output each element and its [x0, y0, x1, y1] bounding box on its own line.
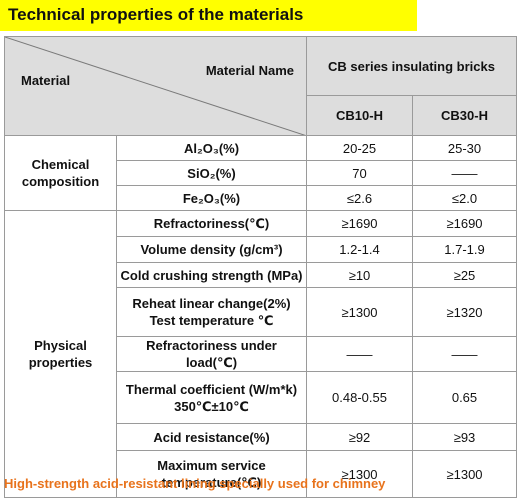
- property-name: Al₂O₃(%): [116, 135, 307, 161]
- table-row: Chemical composition Al₂O₃(%) 20-25 25-3…: [4, 135, 517, 211]
- footer-note: High-strength acid-resistant lining spec…: [4, 476, 386, 491]
- cb30h-value: ≥1320: [412, 287, 517, 337]
- table-row: Cold crushing strength (MPa) ≥10 ≥25: [5, 262, 517, 288]
- cb30h-value: 0.65: [412, 371, 517, 424]
- cb30h-value: ≥25: [412, 262, 517, 288]
- cb10h-value: 0.48-0.55: [306, 371, 413, 424]
- cb30h-value: ——: [412, 160, 517, 186]
- property-name: Refractoriness under load(℃): [116, 336, 307, 372]
- table-row: Acid resistance(%) ≥92 ≥93: [5, 423, 517, 451]
- property-name: Refractoriness(℃): [116, 210, 307, 237]
- material-header: Material: [21, 73, 71, 88]
- property-name: Reheat linear change(2%) Test temperatur…: [116, 287, 307, 337]
- property-name: Acid resistance(%): [116, 423, 307, 451]
- diagonal-divider: [5, 37, 305, 135]
- title-banner: Technical properties of the materials: [0, 0, 417, 31]
- page-title: Technical properties of the materials: [8, 5, 304, 24]
- cb10h-value: ≥1300: [306, 450, 413, 498]
- property-name: Maximum service temperature(℃): [116, 450, 307, 498]
- cb10h-value: ≤2.6: [306, 185, 413, 211]
- cb10h-value: ——: [306, 336, 413, 372]
- cb10h-value: ≥92: [306, 423, 413, 451]
- table-row: Maximum service temperature(℃) ≥1300 ≥13…: [5, 450, 517, 498]
- property-name: Volume density (g/cm³): [116, 236, 307, 263]
- cb10h-value: ≥1690: [306, 210, 413, 237]
- property-name: Fe₂O₃(%): [116, 185, 307, 211]
- series-header: CB series insulating bricks: [306, 36, 517, 96]
- table-row: Thermal coefficient (W/m*k) 350℃±10℃ 0.4…: [5, 371, 517, 424]
- properties-table: Material Name Material CB series insulat…: [4, 36, 517, 498]
- property-name: Cold crushing strength (MPa): [116, 262, 307, 288]
- cb10h-value: ≥1300: [306, 287, 413, 337]
- cb30h-value: 25-30: [412, 135, 517, 161]
- cb30h-value: ——: [412, 336, 517, 372]
- table-row: Volume density (g/cm³) 1.2-1.4 1.7-1.9: [5, 236, 517, 263]
- property-name: Thermal coefficient (W/m*k) 350℃±10℃: [116, 371, 307, 424]
- group-label-chemical: Chemical composition: [4, 135, 117, 211]
- property-name: SiO₂(%): [116, 160, 307, 186]
- cb30h-value: 1.7-1.9: [412, 236, 517, 263]
- column-header-cb10h: CB10-H: [306, 95, 413, 136]
- cb30h-value: ≥93: [412, 423, 517, 451]
- group-label-physical: Physical properties: [4, 210, 117, 498]
- cb30h-value: ≥1300: [412, 450, 517, 498]
- table-row: SiO₂(%) 70 ——: [5, 160, 517, 186]
- cb10h-value: ≥10: [306, 262, 413, 288]
- material-name-header: Material Name: [205, 63, 294, 78]
- header-corner-cell: Material Name Material: [4, 36, 307, 136]
- cb10h-value: 20-25: [306, 135, 413, 161]
- table-header-row: Material Name Material CB series insulat…: [4, 36, 517, 136]
- column-header-cb30h: CB30-H: [412, 95, 517, 136]
- cb10h-value: 70: [306, 160, 413, 186]
- cb30h-value: ≤2.0: [412, 185, 517, 211]
- cb10h-value: 1.2-1.4: [306, 236, 413, 263]
- table-row: Physical properties Refractoriness(℃) ≥1…: [4, 210, 517, 498]
- cb30h-value: ≥1690: [412, 210, 517, 237]
- table-row: Reheat linear change(2%) Test temperatur…: [5, 287, 517, 337]
